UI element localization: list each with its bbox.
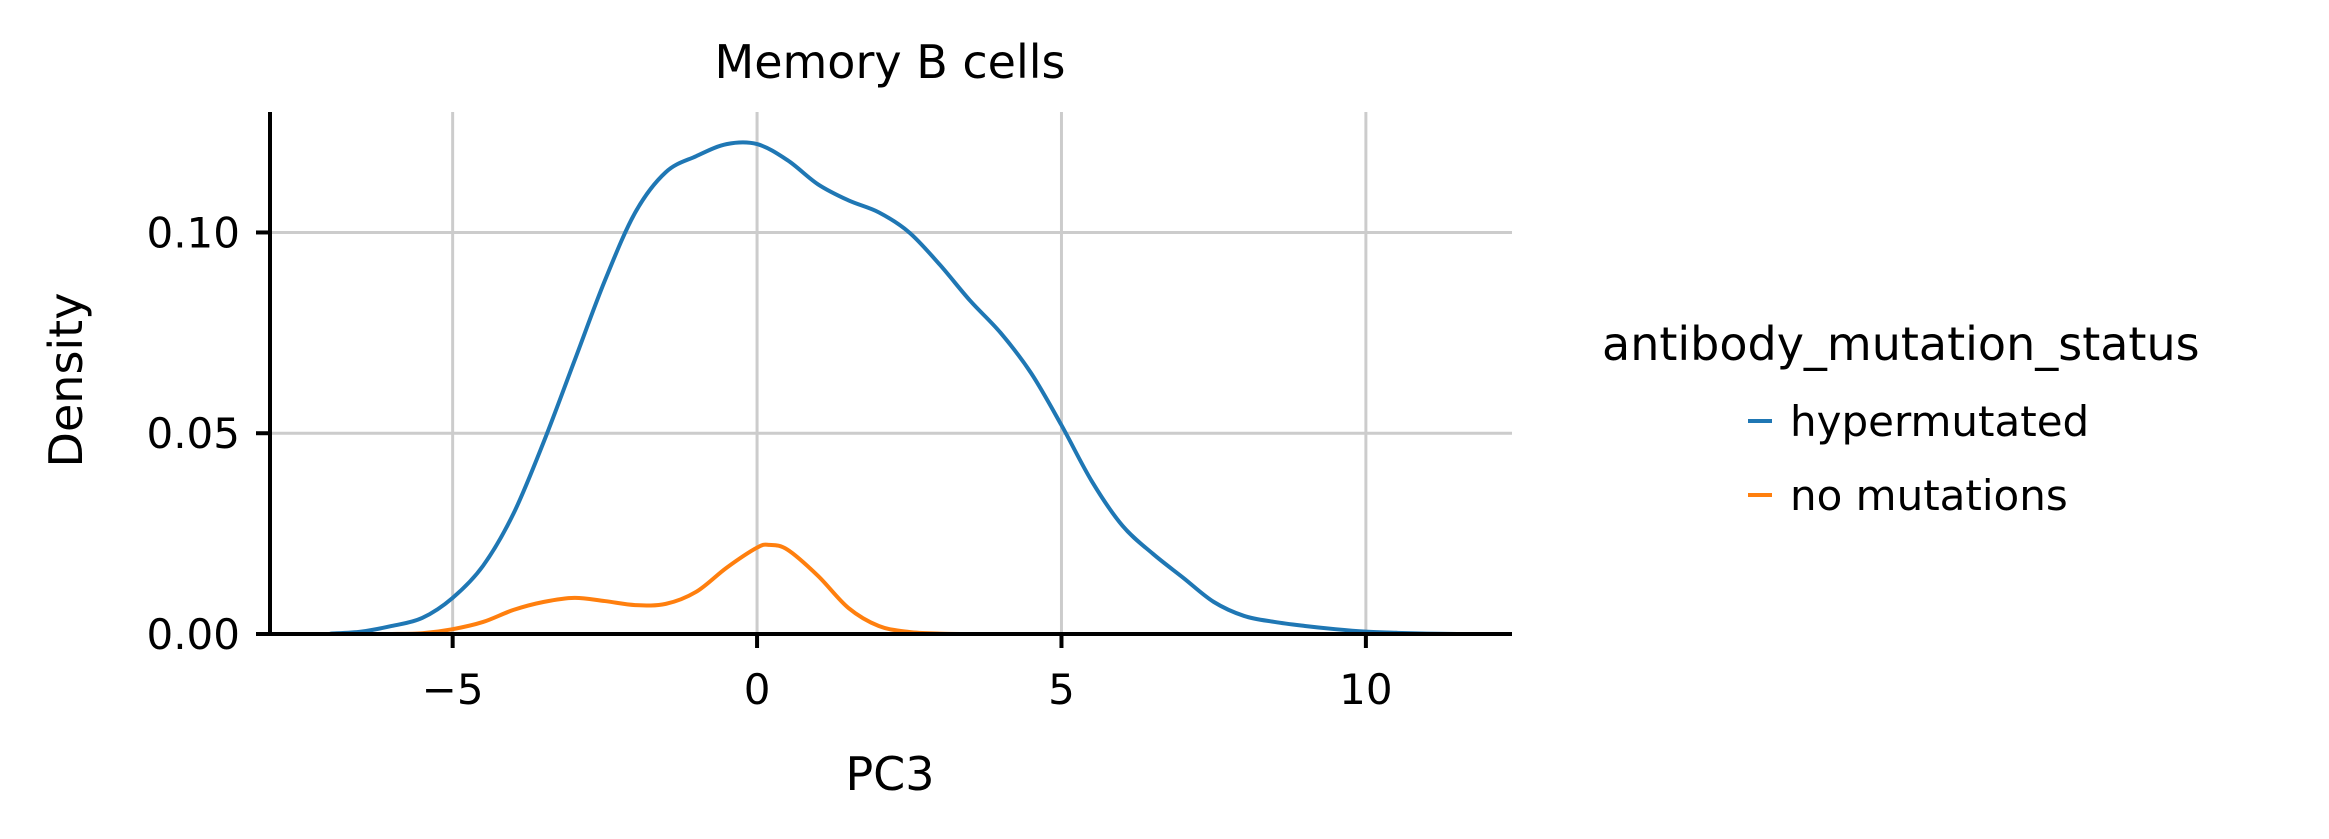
x-tick-label: −5 [422, 665, 484, 714]
x-tick-label: 0 [744, 665, 771, 714]
y-tick-label: 0.05 [146, 409, 240, 458]
x-ticks: −5 0 5 10 [422, 634, 1393, 714]
series-line-no-mutations [389, 542, 973, 636]
x-tick-label: 5 [1048, 665, 1075, 714]
y-tick-label: 0.00 [146, 610, 240, 659]
axes [268, 112, 1512, 636]
legend-label-hypermutated: hypermutated [1790, 397, 2089, 446]
y-tick-label: 0.10 [146, 208, 240, 257]
legend: antibody_mutation_status hypermutated no … [1602, 317, 2200, 520]
grid-lines [270, 112, 1512, 634]
series-lines [328, 140, 1460, 636]
series-line-hypermutated [328, 140, 1460, 636]
chart-title: Memory B cells [715, 35, 1066, 89]
y-axis-label: Density [39, 293, 93, 468]
legend-items: hypermutated no mutations [1748, 397, 2089, 520]
y-ticks: 0.00 0.05 0.10 [146, 208, 270, 659]
x-axis-label: PC3 [845, 747, 934, 801]
legend-title: antibody_mutation_status [1602, 317, 2200, 371]
x-tick-label: 10 [1339, 665, 1392, 714]
legend-label-no-mutations: no mutations [1790, 471, 2068, 520]
